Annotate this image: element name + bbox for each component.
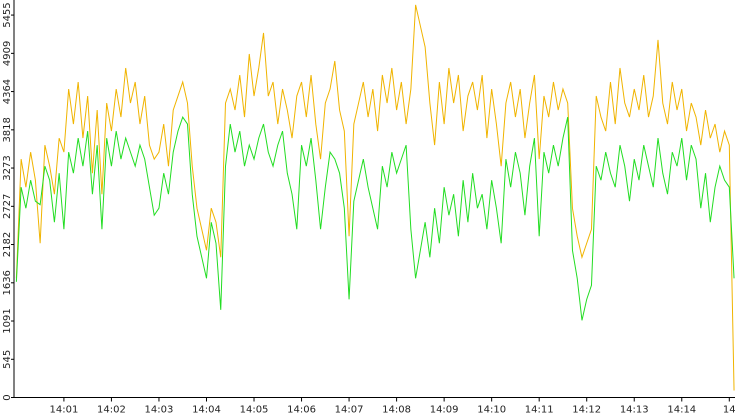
x-tick-label: 14:05	[240, 405, 269, 415]
plot-lines	[15, 4, 735, 391]
series-line	[15, 4, 735, 391]
x-tick-label: 14:09	[430, 405, 459, 415]
y-tick-label: 2182	[2, 232, 13, 257]
x-tick-label: 14:01	[49, 405, 78, 415]
y-tick-label: 545	[2, 350, 13, 369]
y-tick-label: 4909	[2, 41, 13, 66]
x-tick-label: 14:03	[145, 405, 174, 415]
x-tick-label: 14:07	[335, 405, 364, 415]
y-tick-label: 2727	[2, 194, 13, 219]
x-tick-label: 14	[723, 405, 735, 415]
x-tick-label: 14:06	[287, 405, 316, 415]
y-tick-label: 5455	[2, 2, 13, 27]
series-line	[15, 115, 735, 321]
x-tick-label: 14:10	[477, 405, 506, 415]
x-tick-label: 14:04	[192, 405, 221, 415]
x-tick-label: 14:11	[525, 405, 554, 415]
y-tick-label: 4364	[2, 79, 13, 104]
y-tick-label: 1091	[2, 308, 13, 333]
y-tick-label: 0	[2, 394, 13, 400]
y-tick-label: 3818	[2, 117, 13, 142]
x-tick-label: 14:13	[620, 405, 649, 415]
x-tick-label: 14:14	[667, 405, 696, 415]
x-tick-label: 14:02	[97, 405, 126, 415]
x-tick-label: 14:08	[382, 405, 411, 415]
y-tick-label: 1636	[2, 270, 13, 295]
y-tick-label: 3273	[2, 155, 13, 180]
x-tick-label: 14:12	[572, 405, 601, 415]
